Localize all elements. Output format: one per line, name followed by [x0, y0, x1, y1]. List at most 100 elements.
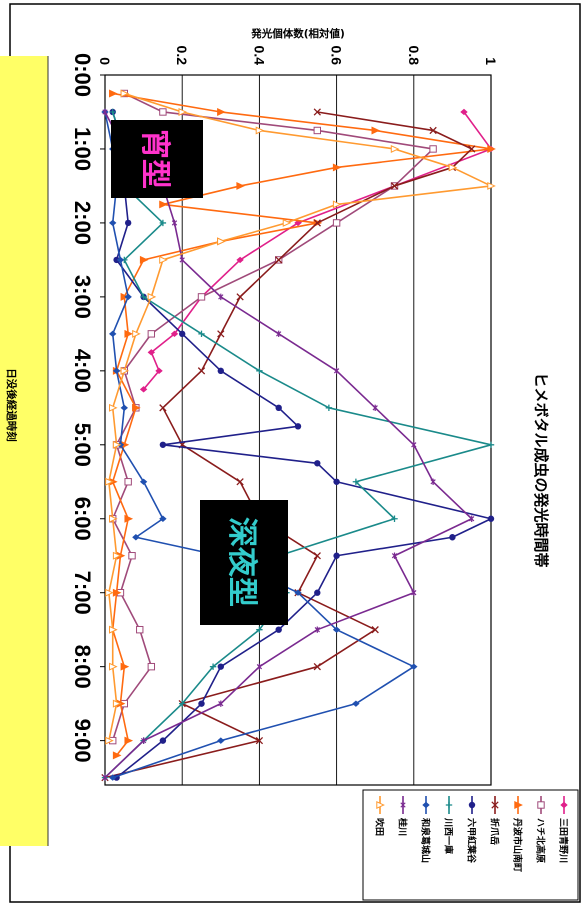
data-point-s8: [147, 292, 157, 301]
x-tick-label: 6:00: [70, 497, 95, 541]
data-point-s8: [332, 200, 342, 209]
data-point-s8: [390, 144, 400, 153]
late-night-type-label: 深夜型: [224, 517, 259, 607]
data-point-s3: [313, 219, 321, 227]
data-point-s7: [218, 293, 224, 301]
data-point-s8: [282, 218, 292, 227]
x-tick-label: 7:00: [70, 571, 95, 615]
data-point-s6: [352, 700, 360, 707]
data-point-s7: [140, 737, 147, 744]
data-point-s7: [430, 478, 436, 485]
data-point-s8: [159, 255, 168, 264]
data-point-s0: [460, 108, 468, 116]
data-point-s6: [112, 367, 121, 375]
data-point-s2: [332, 163, 342, 172]
data-point-s5: [198, 330, 205, 338]
data-point-s4: [217, 367, 224, 375]
legend-marker: [400, 801, 406, 809]
data-point-s6: [109, 774, 117, 781]
legend-marker: [422, 801, 430, 809]
legend-label: 六甲紅葉谷: [466, 818, 478, 864]
data-point-s3: [468, 145, 476, 153]
data-point-s3: [313, 552, 321, 560]
data-point-s2: [124, 736, 134, 745]
data-point-s7: [179, 256, 185, 264]
data-point-s0: [294, 219, 302, 227]
y-tick-label: 0.4: [251, 46, 267, 66]
y-tick-label: 0: [97, 57, 113, 65]
data-point-s3: [390, 182, 399, 190]
data-point-s5: [109, 108, 116, 116]
y-tick-label: 0.2: [174, 46, 190, 66]
x-tick-label: 8:00: [70, 645, 95, 689]
data-point-s8: [105, 588, 114, 597]
x-tick-label: 3:00: [70, 275, 95, 319]
data-point-s4: [333, 552, 340, 559]
y-tick-label: 0.8: [406, 46, 422, 66]
data-point-s1: [159, 108, 167, 116]
data-point-s8: [112, 440, 122, 449]
legend-label: 折爪岳: [489, 818, 501, 845]
x-tick-label: 9:00: [70, 719, 95, 763]
data-point-s3: [236, 293, 244, 301]
y-tick-label: 1: [483, 57, 499, 65]
data-point-s2: [371, 126, 381, 135]
data-point-s6: [124, 293, 132, 301]
data-point-s5: [256, 626, 263, 633]
data-point-s3: [275, 256, 283, 264]
data-point-s6: [217, 737, 225, 744]
data-point-s2: [159, 200, 168, 209]
data-point-s0: [236, 256, 244, 264]
data-point-s6: [159, 515, 167, 522]
late-night-type-box: [200, 500, 288, 625]
legend-label: 丹波市山南町: [512, 818, 524, 872]
data-point-s4: [124, 219, 132, 227]
data-point-s8: [487, 181, 496, 190]
legend-marker: [491, 801, 499, 809]
data-point-s6: [132, 534, 140, 541]
data-point-s8: [217, 237, 226, 246]
legend-label: 三田青野川: [558, 818, 570, 863]
series-line-4: [111, 111, 492, 779]
data-point-s7: [218, 700, 224, 707]
data-point-s4: [159, 441, 167, 448]
data-point-s4: [333, 478, 340, 485]
data-point-s3: [313, 663, 321, 671]
data-point-s3: [313, 108, 321, 116]
x-tick-label: 5:00: [70, 423, 95, 467]
x-tick-label: 4:00: [70, 349, 95, 393]
data-point-s1: [147, 662, 156, 671]
data-point-s1: [147, 330, 156, 338]
data-point-s5: [391, 515, 398, 522]
x-tick-label: 0:00: [70, 53, 95, 97]
data-point-s8: [178, 107, 188, 116]
data-point-s7: [391, 552, 398, 559]
data-point-s1: [128, 552, 136, 560]
data-point-s3: [255, 736, 264, 745]
legend-marker: [445, 801, 453, 809]
legend-marker: [560, 801, 568, 809]
legend-label: 桂川: [397, 817, 409, 836]
data-point-s8: [112, 551, 122, 560]
series-line-2: [111, 92, 492, 756]
data-point-s1: [313, 126, 321, 135]
data-point-s8: [109, 514, 118, 523]
data-point-s5: [209, 663, 217, 670]
data-point-s7: [276, 330, 282, 338]
x-axis-title: 日没後経過時刻: [5, 368, 18, 442]
data-point-s2: [236, 181, 245, 190]
legend-marker: [514, 801, 523, 809]
x-tick-label: 1:00: [70, 127, 95, 171]
yellow-side-bar: [0, 56, 48, 846]
data-point-s7: [411, 441, 417, 448]
legend-label: ハチ北高原: [535, 818, 547, 863]
data-point-s6: [139, 478, 148, 485]
data-point-s2: [132, 403, 141, 412]
data-point-s7: [102, 108, 108, 116]
data-point-s4: [179, 330, 186, 338]
data-point-s4: [314, 460, 321, 467]
data-point-s5: [159, 219, 167, 227]
data-point-s7: [469, 515, 475, 522]
data-point-s4: [159, 737, 167, 744]
data-point-s4: [449, 534, 456, 541]
